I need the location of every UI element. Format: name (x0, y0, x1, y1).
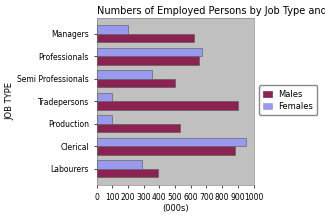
Legend: Males, Females: Males, Females (259, 85, 318, 115)
Bar (97, 70, 151, 79)
Text: Numbers of Employed Persons by Job Type and Sex, Australia, 2003: Numbers of Employed Persons by Job Type … (97, 5, 325, 16)
Bar (97, 56, 199, 65)
Bar (97, 79, 175, 87)
Bar (97, 160, 142, 169)
Bar (97, 48, 202, 56)
Bar (97, 138, 246, 146)
Bar (97, 34, 194, 42)
Bar (97, 93, 112, 101)
Bar (97, 25, 128, 34)
Bar (97, 101, 238, 110)
Bar (97, 146, 235, 155)
Bar (97, 124, 180, 132)
Y-axis label: JOB TYPE: JOB TYPE (6, 82, 15, 120)
X-axis label: (000s): (000s) (162, 205, 188, 214)
Bar (97, 169, 158, 177)
Bar (97, 115, 112, 124)
